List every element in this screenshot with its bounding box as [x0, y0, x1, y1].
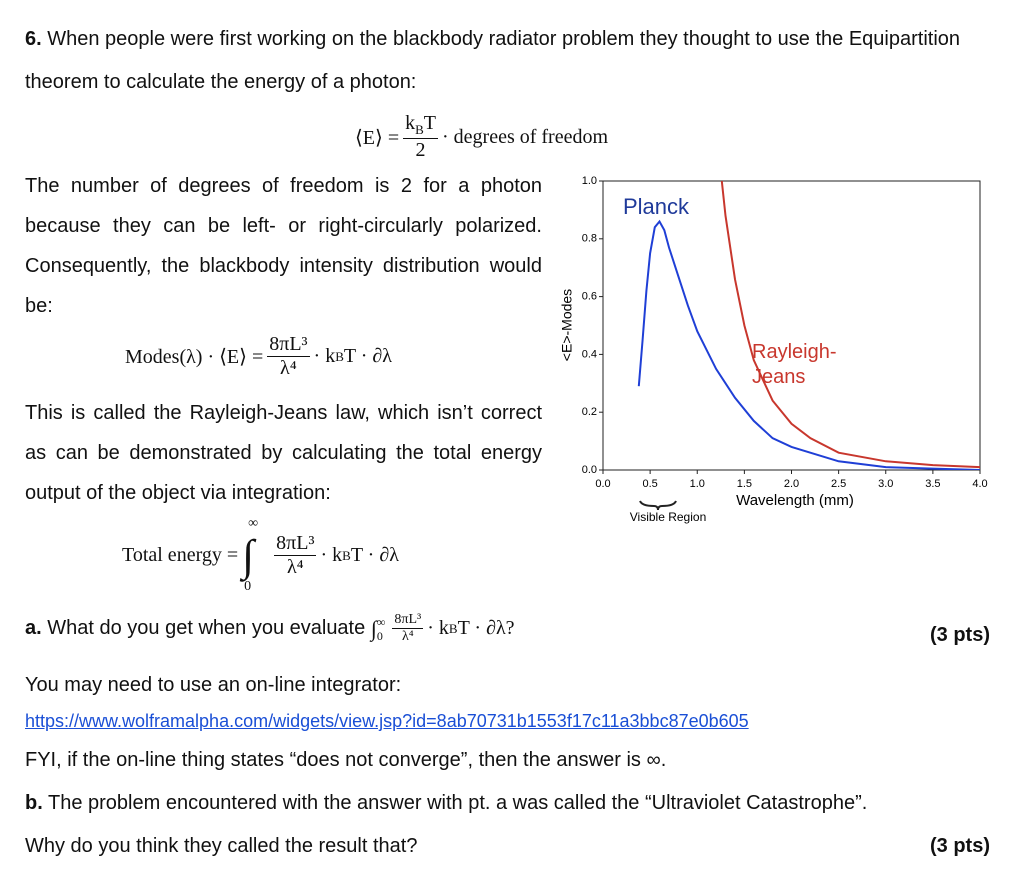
x-tick-label: 2.0 — [784, 478, 799, 490]
part-a: a. What do you get when you evaluate ∫ ∞ 0… — [25, 612, 515, 645]
eq-text: B — [448, 620, 458, 636]
y-tick-label: 1.0 — [582, 175, 597, 187]
y-tick-label: 0.4 — [582, 348, 597, 360]
x-axis-label: Wavelength (mm) — [736, 492, 854, 509]
y-tick-label: 0.6 — [582, 291, 597, 303]
eq-text: · k — [427, 617, 449, 639]
integrator-link[interactable]: https://www.wolframalpha.com/widgets/vie… — [25, 711, 749, 731]
eq-text: λ⁴ — [286, 556, 304, 578]
eq-text: B — [415, 122, 424, 137]
fraction: 8πL³ λ⁴ — [392, 612, 424, 645]
eq-text: · k — [313, 345, 336, 367]
x-tick-label: 3.0 — [878, 478, 893, 490]
part-b: b. The problem encountered with the answ… — [25, 792, 867, 815]
fraction: kBT 2 — [403, 112, 438, 162]
part-text: The problem encountered with the answer … — [47, 792, 868, 814]
eq-text: T · ∂λ — [343, 345, 392, 367]
eq-text: 0 — [244, 579, 252, 594]
intro-text: When people were first working on the bl… — [25, 28, 961, 93]
fyi: FYI, if the on-line thing states “does n… — [25, 749, 667, 771]
y-tick-label: 0.0 — [582, 464, 597, 476]
equation-energy: ⟨E⟩ = kBT 2 · degrees of freedom — [355, 112, 608, 162]
integral: ∞ ∫ 0 — [242, 516, 266, 594]
series-label: Planck — [623, 194, 690, 219]
eq-text: 0 — [376, 628, 383, 643]
eq-text: ∫ — [370, 615, 377, 641]
x-tick-label: 4.0 — [972, 478, 987, 490]
eq-text: λ⁴ — [280, 357, 297, 379]
question-number: 6. — [25, 28, 42, 50]
x-tick-label: 0.5 — [642, 478, 657, 490]
eq-text: Modes(λ) · ⟨E⟩ = — [125, 346, 264, 368]
intro: 6. When people were first working on the… — [25, 18, 1000, 104]
eq-text: 8πL³ — [267, 333, 310, 357]
series-line — [720, 181, 980, 469]
part-label: b. — [25, 792, 43, 814]
eq-text: 8πL³ — [392, 612, 424, 629]
eq-text: B — [342, 547, 351, 563]
x-tick-label: 2.5 — [831, 478, 846, 490]
series-line — [637, 219, 980, 470]
paragraph: The number of degrees of freedom is 2 fo… — [25, 175, 542, 317]
eq-text: 8πL³ — [274, 532, 317, 556]
y-tick-label: 0.8 — [582, 233, 597, 245]
hint: You may need to use an on-line integrato… — [25, 674, 402, 696]
paragraph: This is called the Rayleigh-Jeans law, w… — [25, 402, 542, 504]
eq-text: · k — [320, 544, 343, 566]
x-tick-label: 3.5 — [925, 478, 940, 490]
eq-text: T · ∂λ? — [457, 617, 515, 639]
x-tick-label: 1.0 — [690, 478, 705, 490]
eq-text: B — [335, 348, 344, 364]
eq-text: · degrees of freedom — [442, 125, 609, 148]
eq-text: k — [405, 112, 416, 134]
part-text: What do you get when you evaluate — [47, 617, 366, 639]
eq-text: T — [423, 112, 436, 134]
annotation: Visible Region — [630, 510, 707, 524]
part-b-question: Why do you think they called the result … — [25, 835, 418, 857]
eq-text: ⟨E⟩ = — [355, 126, 400, 149]
plot-frame — [602, 180, 981, 471]
x-tick-label: 1.5 — [737, 478, 752, 490]
eq-text: Total energy = — [122, 544, 239, 566]
series-label: Rayleigh-Jeans — [752, 341, 837, 388]
fraction: 8πL³ λ⁴ — [274, 532, 317, 579]
y-axis-label: <E>-Modes — [559, 289, 575, 361]
points: (3 pts) — [930, 624, 990, 646]
fraction: 8πL³ λ⁴ — [267, 333, 310, 380]
brace — [639, 500, 677, 511]
eq-text: ∞ — [376, 614, 386, 629]
eq-text: ∞ — [248, 516, 259, 531]
points: (3 pts) — [930, 835, 990, 857]
x-tick-label: 0.0 — [595, 478, 610, 490]
eq-text: λ⁴ — [401, 629, 414, 644]
eq-text: T · ∂λ — [350, 544, 399, 566]
part-label: a. — [25, 617, 42, 639]
y-tick-label: 0.2 — [582, 406, 597, 418]
eq-text: ∫ — [242, 531, 255, 580]
eq-text: 2 — [415, 139, 426, 161]
